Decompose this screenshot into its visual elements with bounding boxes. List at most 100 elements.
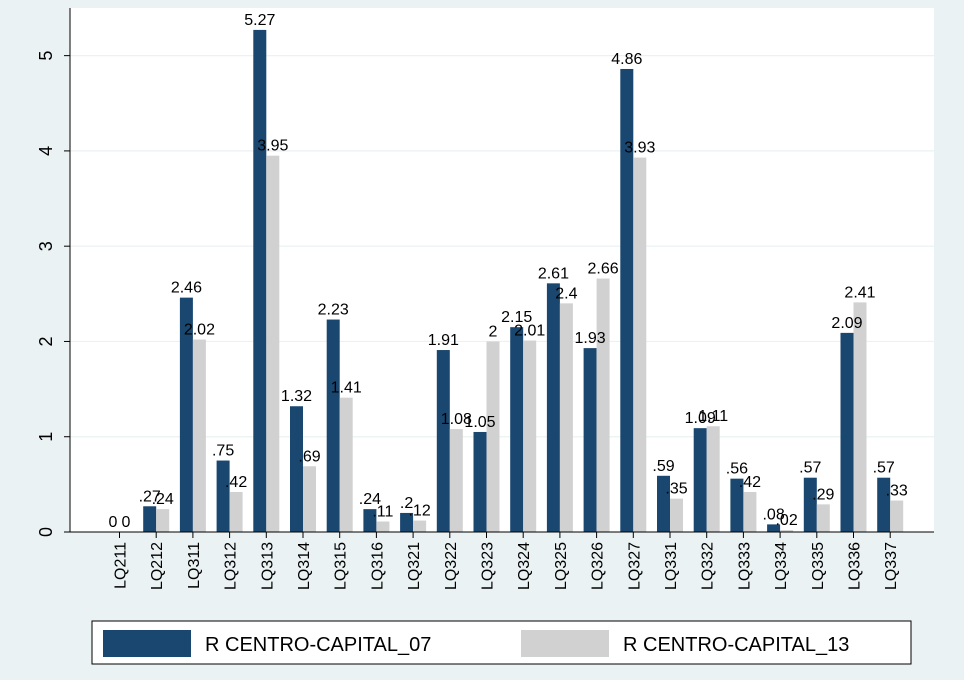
x-tick-label-LQ212: LQ212: [149, 542, 166, 590]
bar-13-LQ334: [780, 530, 794, 532]
legend: R CENTRO-CAPITAL_07 R CENTRO-CAPITAL_13: [91, 620, 912, 665]
data-label-07-LQ326: 1.93: [575, 330, 606, 347]
bar-13-LQ323: [486, 341, 500, 532]
x-tick-label-LQ333: LQ333: [736, 542, 753, 590]
y-tick-label-4: 4: [36, 146, 56, 156]
y-tick-label-5: 5: [36, 51, 56, 61]
data-label-13-LQ336: 2.41: [844, 284, 875, 301]
y-tick-label-0: 0: [36, 527, 56, 537]
bar-13-LQ331: [670, 498, 683, 532]
bar-13-LQ322: [449, 429, 463, 532]
bar-13-LQ336: [853, 302, 867, 532]
data-label-13-LQ211: 0: [122, 514, 131, 531]
bar-13-LQ321: [413, 520, 427, 532]
x-tick-label-LQ325: LQ325: [553, 542, 570, 590]
x-tick-label-LQ336: LQ336: [847, 542, 864, 590]
data-label-07-LQ313: 5.27: [244, 12, 275, 29]
x-tick-label-LQ327: LQ327: [626, 542, 643, 590]
data-labels: 0 0.27.242.462.02.75.425.273.951.32.692.2…: [109, 12, 908, 531]
data-label-07-LQ314: 1.32: [281, 388, 312, 405]
bar-13-LQ337: [890, 500, 904, 532]
bar-07-LQ325: [546, 283, 560, 532]
data-label-07-LQ327: 4.86: [611, 51, 642, 68]
data-label-13-LQ325: 2.4: [555, 285, 577, 302]
data-label-07-LQ336: 2.09: [831, 315, 862, 332]
data-label-13-LQ212: .24: [152, 491, 174, 508]
data-label-07-LQ315: 2.23: [318, 302, 349, 319]
x-tick-label-LQ311: LQ311: [186, 542, 203, 589]
legend-swatch-07: [103, 630, 191, 657]
data-label-07-LQ212: .27: [139, 488, 161, 505]
x-tick-label-LQ326: LQ326: [590, 542, 607, 590]
bar-07-LQ327: [620, 68, 634, 532]
data-label-13-LQ337: .33: [886, 483, 908, 500]
bar-13-LQ326: [596, 278, 610, 532]
bar-13-LQ335: [816, 504, 830, 532]
data-label-07-LQ334: .08: [762, 506, 784, 523]
data-label-13-LQ333: .42: [739, 474, 761, 491]
bar-07-LQ331: [657, 475, 670, 532]
data-label-07-LQ211: 0: [109, 514, 118, 531]
data-label-07-LQ324: 2.15: [501, 309, 532, 326]
x-tick-label-LQ211: LQ211: [113, 542, 130, 589]
data-label-07-LQ322: 1.91: [428, 332, 459, 349]
legend-swatch-13: [521, 630, 609, 657]
bar-07-LQ321: [400, 512, 414, 532]
bar-13-LQ315: [339, 397, 353, 532]
bar-07-LQ336: [840, 332, 854, 532]
x-tick-label-LQ324: LQ324: [516, 542, 533, 590]
data-label-07-LQ332: 1.09: [685, 410, 716, 427]
bar-07-LQ314: [290, 406, 303, 532]
bar-07-LQ326: [583, 348, 597, 532]
x-tick-label-LQ322: LQ322: [443, 542, 460, 590]
data-label-07-LQ337: .57: [873, 460, 895, 477]
bar-07-LQ335: [803, 477, 817, 532]
x-tick-label-LQ315: LQ315: [333, 542, 350, 590]
plot-area: [70, 8, 934, 532]
bar-07-LQ315: [326, 319, 340, 532]
bar-13-LQ316: [376, 521, 390, 532]
data-label-07-LQ323: 1.05: [464, 414, 495, 431]
legend-box: [91, 620, 912, 665]
data-label-07-LQ321: .2: [400, 495, 413, 512]
bar-07-LQ311: [179, 297, 193, 532]
data-label-07-LQ311: 2.46: [171, 280, 202, 297]
data-label-07-LQ331: .59: [652, 458, 674, 475]
x-tick-label-LQ313: LQ313: [259, 542, 276, 590]
bar-13-LQ311: [192, 339, 206, 532]
data-label-13-LQ314: .69: [298, 448, 320, 465]
data-label-13-LQ332: 1.11: [698, 408, 728, 425]
x-tick-label-LQ334: LQ334: [773, 542, 790, 590]
bar-13-LQ325: [559, 303, 573, 532]
bar-13-LQ212: [156, 509, 170, 532]
bar-07-LQ212: [143, 506, 157, 532]
x-tick-label-LQ335: LQ335: [810, 542, 827, 590]
bar-13-LQ324: [523, 340, 537, 532]
data-label-13-LQ326: 2.66: [588, 261, 619, 278]
bar-07-LQ312: [216, 460, 230, 532]
x-tick-label-LQ314: LQ314: [296, 542, 313, 590]
bar-13-LQ333: [743, 491, 757, 532]
data-label-13-LQ321: .12: [408, 503, 430, 520]
bar-13-LQ332: [706, 426, 720, 532]
data-label-13-LQ316: .11: [372, 504, 393, 521]
x-tick-label-LQ331: LQ331: [663, 542, 680, 590]
bar-07-LQ324: [510, 327, 524, 532]
bar-07-LQ323: [473, 431, 487, 532]
y-tick-label-1: 1: [36, 432, 56, 442]
bar-13-LQ314: [303, 466, 316, 532]
data-label-13-LQ324: 2.01: [514, 323, 545, 340]
x-tick-label-LQ323: LQ323: [480, 542, 497, 590]
bar-07-LQ333: [730, 478, 744, 532]
data-label-13-LQ315: 1.41: [331, 380, 362, 397]
bar-13-LQ312: [229, 491, 243, 532]
data-label-13-LQ311: 2.02: [184, 322, 215, 339]
data-label-07-LQ316: .24: [359, 491, 381, 508]
data-label-07-LQ312: .75: [212, 443, 234, 460]
bar-07-LQ313: [253, 29, 267, 533]
data-label-13-LQ312: .42: [225, 474, 247, 491]
data-label-13-LQ335: .29: [812, 486, 834, 503]
x-tick-label-LQ337: LQ337: [883, 542, 900, 590]
